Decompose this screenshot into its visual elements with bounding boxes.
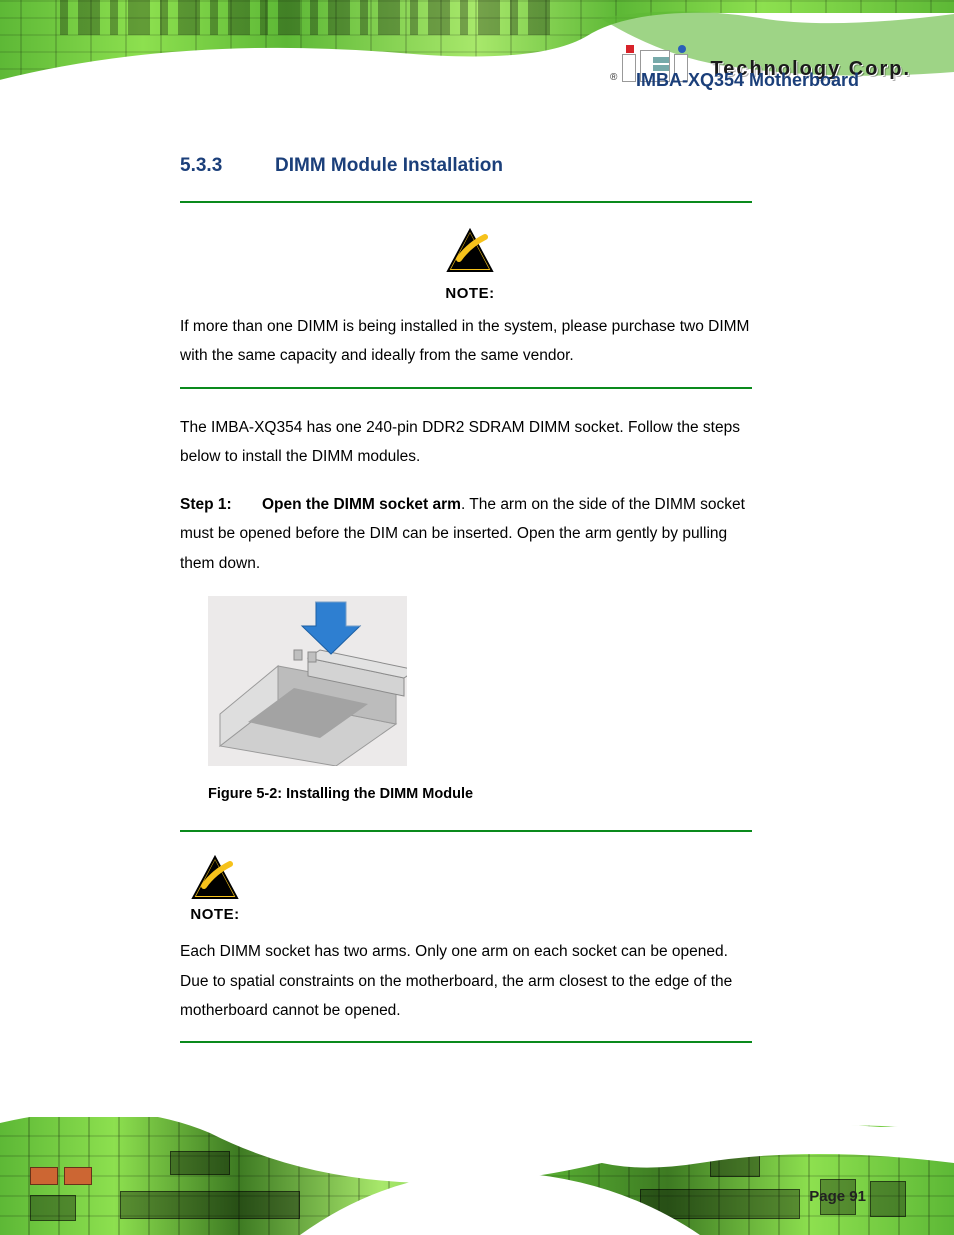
figure: Figure 5-2: Installing the DIMM Module — [208, 596, 760, 802]
section-number: 5.3.3 — [180, 155, 275, 177]
note-block-1: NOTE: If more than one DIMM is being ins… — [180, 203, 760, 387]
footer-banner: Page 91 — [0, 1103, 954, 1235]
product-line: IMBA-XQ354 Motherboard — [636, 70, 859, 91]
registered-mark: ® — [610, 72, 617, 82]
figure-caption: Figure 5-2: Installing the DIMM Module — [208, 786, 760, 802]
page-content: 5.3.3DIMM Module Installation NOTE: If m… — [180, 155, 760, 1043]
note-icon — [445, 227, 495, 275]
step-key: Step 1: — [180, 490, 262, 519]
footer-swoosh — [0, 1103, 954, 1235]
intro-paragraph: The IMBA-XQ354 has one 240-pin DDR2 SDRA… — [180, 413, 760, 472]
figure-caption-label: Figure 5-2: — [208, 786, 282, 802]
note-text: If more than one DIMM is being installed… — [180, 312, 760, 371]
header-banner: ® Technology Corp. IMBA-XQ354 Motherboar… — [0, 0, 954, 115]
figure-image — [208, 596, 407, 766]
page-number: Page 91 — [809, 1188, 866, 1205]
section-heading: 5.3.3DIMM Module Installation — [180, 155, 760, 177]
note-text: Each DIMM socket has two arms. Only one … — [180, 937, 760, 1025]
section-title: DIMM Module Installation — [275, 155, 503, 176]
note-rule-bottom-2 — [180, 1041, 752, 1043]
note-rule-bottom — [180, 387, 752, 389]
step-1: Step 1:Open the DIMM socket arm. The arm… — [180, 490, 760, 578]
step-action: Open the DIMM socket arm — [262, 496, 461, 513]
note-icon — [190, 854, 240, 902]
figure-caption-text: Installing the DIMM Module — [286, 786, 473, 802]
note-block-2: NOTE: Each DIMM socket has two arms. Onl… — [180, 832, 760, 1041]
note-label: NOTE: — [445, 285, 494, 302]
note-label: NOTE: — [190, 906, 239, 923]
